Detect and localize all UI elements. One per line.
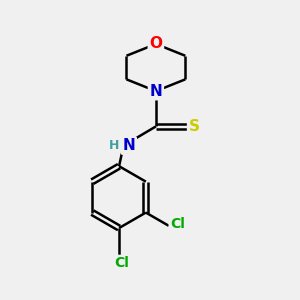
Text: H: H	[109, 139, 119, 152]
Text: N: N	[149, 84, 162, 99]
Text: Cl: Cl	[115, 256, 130, 270]
Text: O: O	[149, 37, 162, 52]
Text: S: S	[189, 119, 200, 134]
Text: Cl: Cl	[170, 217, 185, 231]
Text: N: N	[122, 138, 135, 153]
